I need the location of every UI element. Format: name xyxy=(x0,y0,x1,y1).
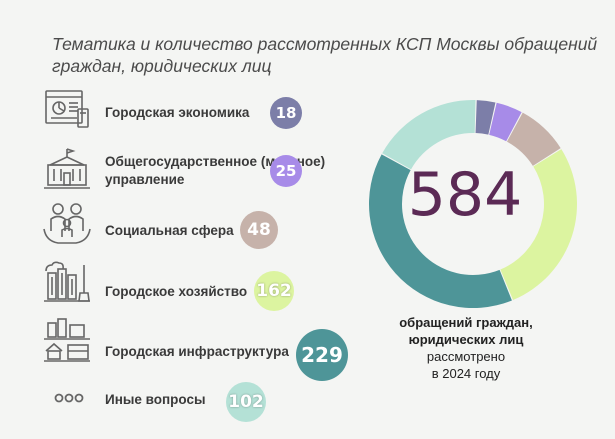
value-bubble: 25 xyxy=(270,155,302,187)
value-label: 25 xyxy=(275,162,297,180)
value-bubble: 229 xyxy=(296,329,348,381)
donut-slice xyxy=(369,154,512,308)
donut-slice xyxy=(489,102,522,142)
family-icon xyxy=(42,201,92,247)
value-bubble: 162 xyxy=(254,271,294,311)
government-building-icon xyxy=(42,147,92,193)
value-bubble: 48 xyxy=(240,211,278,249)
caption-line: рассмотрено xyxy=(426,349,506,364)
caption-line: в 2024 году xyxy=(431,366,501,381)
value-label: 162 xyxy=(256,281,292,301)
dots-icon xyxy=(42,378,92,424)
city-services-icon xyxy=(42,259,92,305)
value-label: 229 xyxy=(301,343,343,367)
category-row-other: Иные вопросы 102 xyxy=(0,378,360,428)
donut-slice xyxy=(382,100,476,170)
donut-slice xyxy=(506,112,561,166)
donut-slice xyxy=(500,149,577,300)
category-label: Городская экономика xyxy=(105,105,250,120)
category-label: Городское хозяйство xyxy=(105,284,248,299)
value-label: 18 xyxy=(275,104,297,122)
category-label: Иные вопросы xyxy=(105,392,206,407)
value-bubble: 102 xyxy=(226,382,266,422)
category-row-infrastructure: Городская инфраструктура 229 xyxy=(0,318,360,381)
category-label: Общегосударственное (местное) управление xyxy=(105,154,326,187)
category-row-economy: Городская экономика 18 xyxy=(0,85,360,135)
donut-chart xyxy=(369,100,577,308)
infrastructure-icon xyxy=(42,317,92,363)
value-label: 102 xyxy=(228,392,264,412)
category-row-social: Социальная сфера 48 xyxy=(0,203,360,255)
category-row-city-services: Городское хозяйство 162 xyxy=(0,261,360,315)
donut-slice xyxy=(475,100,496,135)
category-row-government: Общегосударственное (местное) управление… xyxy=(0,145,360,195)
value-bubble: 18 xyxy=(270,97,302,129)
caption-line: обращений граждан, xyxy=(399,315,533,330)
category-label: Городская инфраструктура xyxy=(105,344,289,359)
caption-line: юридических лиц xyxy=(408,332,524,347)
chart-title: Тематика и количество рассмотренных КСП … xyxy=(52,34,598,76)
category-label: Социальная сфера xyxy=(105,223,234,238)
value-label: 48 xyxy=(247,220,271,240)
total-count: 584 xyxy=(407,160,523,230)
chart-caption: обращений граждан, юридических лиц рассм… xyxy=(386,314,546,382)
economy-icon xyxy=(42,87,92,133)
